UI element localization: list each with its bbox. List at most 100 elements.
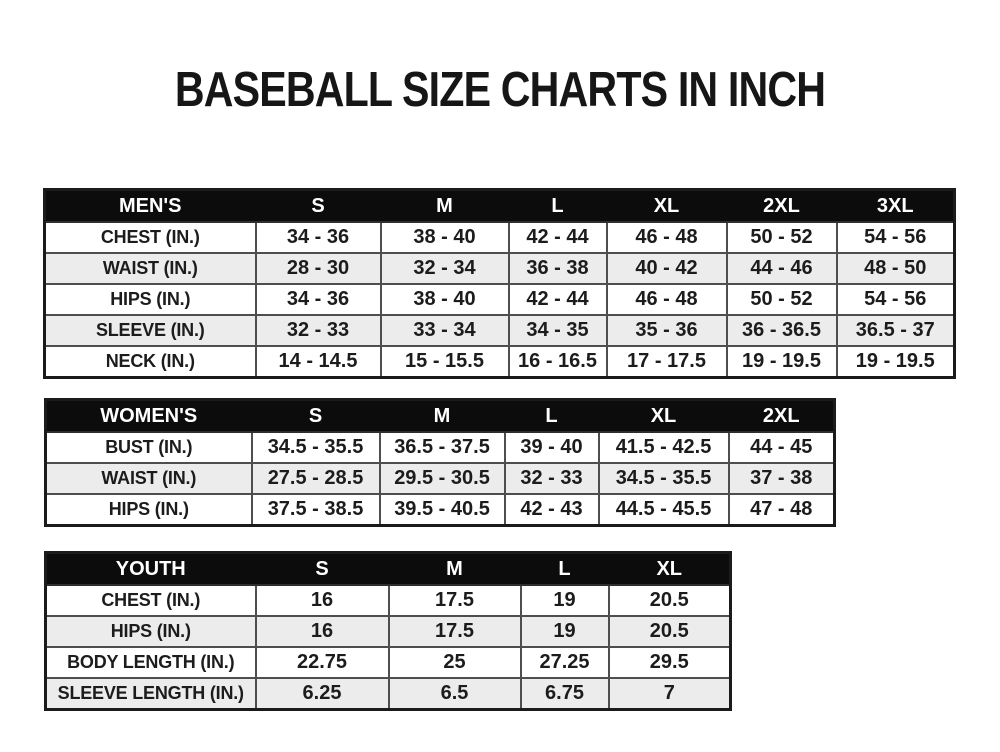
size-value-cell: 39.5 - 40.5 [378, 493, 506, 527]
mens-size-table: MEN'S S M L XL 2XL 3XL CHEST (IN.) 34 - … [43, 188, 956, 379]
size-value-cell: 20.5 [607, 615, 732, 648]
size-value-cell: 38 - 40 [379, 221, 510, 254]
table-row: CHEST (IN.) 16 17.5 19 20.5 [44, 584, 732, 617]
size-value-cell: 46 - 48 [605, 283, 728, 316]
size-column-header: M [378, 398, 506, 433]
measurement-label: CHEST (IN.) [43, 221, 257, 254]
size-value-cell: 54 - 56 [835, 221, 956, 254]
table-row: BODY LENGTH (IN.) 22.75 25 27.25 29.5 [44, 646, 732, 679]
size-column-header: 3XL [835, 188, 956, 223]
size-column-header: 2XL [725, 188, 838, 223]
size-value-cell: 6.75 [519, 677, 610, 711]
youth-header-row: YOUTH S M L XL [44, 551, 732, 586]
size-value-cell: 37.5 - 38.5 [250, 493, 381, 527]
size-value-cell: 54 - 56 [835, 283, 956, 316]
size-value-cell: 42 - 43 [503, 493, 600, 527]
page-title: BASEBALL SIZE CHARTS IN INCH [174, 63, 826, 117]
size-value-cell: 14 - 14.5 [254, 345, 382, 379]
size-value-cell: 15 - 15.5 [379, 345, 510, 379]
size-value-cell: 19 [519, 584, 610, 617]
size-column-header: XL [607, 551, 732, 586]
size-value-cell: 35 - 36 [605, 314, 728, 347]
size-value-cell: 7 [607, 677, 732, 711]
size-value-cell: 16 - 16.5 [507, 345, 608, 379]
measurement-label: NECK (IN.) [43, 345, 257, 379]
table-row: WAIST (IN.) 27.5 - 28.5 29.5 - 30.5 32 -… [44, 462, 836, 495]
size-value-cell: 28 - 30 [254, 252, 382, 285]
table-row: WAIST (IN.) 28 - 30 32 - 34 36 - 38 40 -… [43, 252, 956, 285]
table-row: BUST (IN.) 34.5 - 35.5 36.5 - 37.5 39 - … [44, 431, 836, 464]
measurement-label: SLEEVE LENGTH (IN.) [44, 677, 257, 711]
size-value-cell: 38 - 40 [379, 283, 510, 316]
measurement-label: SLEEVE (IN.) [43, 314, 257, 347]
measurement-label: HIPS (IN.) [43, 283, 257, 316]
size-value-cell: 44 - 45 [727, 431, 836, 464]
size-value-cell: 42 - 44 [507, 221, 608, 254]
size-column-header: S [250, 398, 381, 433]
mens-header-row: MEN'S S M L XL 2XL 3XL [43, 188, 956, 223]
size-value-cell: 17.5 [387, 584, 522, 617]
size-value-cell: 16 [254, 584, 390, 617]
table-title-cell: WOMEN'S [44, 398, 253, 433]
size-column-header: L [503, 398, 600, 433]
size-value-cell: 20.5 [607, 584, 732, 617]
size-value-cell: 19 - 19.5 [725, 345, 838, 379]
size-value-cell: 47 - 48 [727, 493, 836, 527]
size-value-cell: 36 - 38 [507, 252, 608, 285]
size-value-cell: 50 - 52 [725, 283, 838, 316]
size-value-cell: 44.5 - 45.5 [597, 493, 730, 527]
table-row: NECK (IN.) 14 - 14.5 15 - 15.5 16 - 16.5… [43, 345, 956, 379]
size-value-cell: 36.5 - 37 [835, 314, 956, 347]
measurement-label: CHEST (IN.) [44, 584, 257, 617]
table-row: CHEST (IN.) 34 - 36 38 - 40 42 - 44 46 -… [43, 221, 956, 254]
size-value-cell: 33 - 34 [379, 314, 510, 347]
size-value-cell: 27.25 [519, 646, 610, 679]
size-value-cell: 42 - 44 [507, 283, 608, 316]
size-column-header: L [507, 188, 608, 223]
measurement-label: WAIST (IN.) [44, 462, 253, 495]
table-row: HIPS (IN.) 34 - 36 38 - 40 42 - 44 46 - … [43, 283, 956, 316]
size-value-cell: 6.25 [254, 677, 390, 711]
size-value-cell: 36 - 36.5 [725, 314, 838, 347]
size-value-cell: 34 - 36 [254, 283, 382, 316]
measurement-label: BUST (IN.) [44, 431, 253, 464]
measurement-label: WAIST (IN.) [43, 252, 257, 285]
youth-size-table: YOUTH S M L XL CHEST (IN.) 16 17.5 19 20… [44, 551, 732, 711]
size-value-cell: 17.5 [387, 615, 522, 648]
size-value-cell: 48 - 50 [835, 252, 956, 285]
size-value-cell: 29.5 - 30.5 [378, 462, 506, 495]
size-column-header: XL [605, 188, 728, 223]
table-row: SLEEVE (IN.) 32 - 33 33 - 34 34 - 35 35 … [43, 314, 956, 347]
womens-header-row: WOMEN'S S M L XL 2XL [44, 398, 836, 433]
size-value-cell: 37 - 38 [727, 462, 836, 495]
size-value-cell: 34.5 - 35.5 [597, 462, 730, 495]
womens-size-table: WOMEN'S S M L XL 2XL BUST (IN.) 34.5 - 3… [44, 398, 836, 527]
measurement-label: HIPS (IN.) [44, 615, 257, 648]
size-value-cell: 17 - 17.5 [605, 345, 728, 379]
table-row: SLEEVE LENGTH (IN.) 6.25 6.5 6.75 7 [44, 677, 732, 711]
size-value-cell: 32 - 33 [254, 314, 382, 347]
size-value-cell: 34.5 - 35.5 [250, 431, 381, 464]
size-value-cell: 46 - 48 [605, 221, 728, 254]
measurement-label: BODY LENGTH (IN.) [44, 646, 257, 679]
size-value-cell: 39 - 40 [503, 431, 600, 464]
size-column-header: M [387, 551, 522, 586]
size-value-cell: 32 - 33 [503, 462, 600, 495]
size-value-cell: 32 - 34 [379, 252, 510, 285]
size-value-cell: 50 - 52 [725, 221, 838, 254]
size-value-cell: 22.75 [254, 646, 390, 679]
size-column-header: 2XL [727, 398, 836, 433]
size-column-header: M [379, 188, 510, 223]
size-column-header: S [254, 551, 390, 586]
table-row: HIPS (IN.) 16 17.5 19 20.5 [44, 615, 732, 648]
size-value-cell: 27.5 - 28.5 [250, 462, 381, 495]
size-value-cell: 19 [519, 615, 610, 648]
table-row: HIPS (IN.) 37.5 - 38.5 39.5 - 40.5 42 - … [44, 493, 836, 527]
size-value-cell: 25 [387, 646, 522, 679]
size-value-cell: 44 - 46 [725, 252, 838, 285]
size-value-cell: 29.5 [607, 646, 732, 679]
size-column-header: XL [597, 398, 730, 433]
size-column-header: L [519, 551, 610, 586]
size-value-cell: 36.5 - 37.5 [378, 431, 506, 464]
